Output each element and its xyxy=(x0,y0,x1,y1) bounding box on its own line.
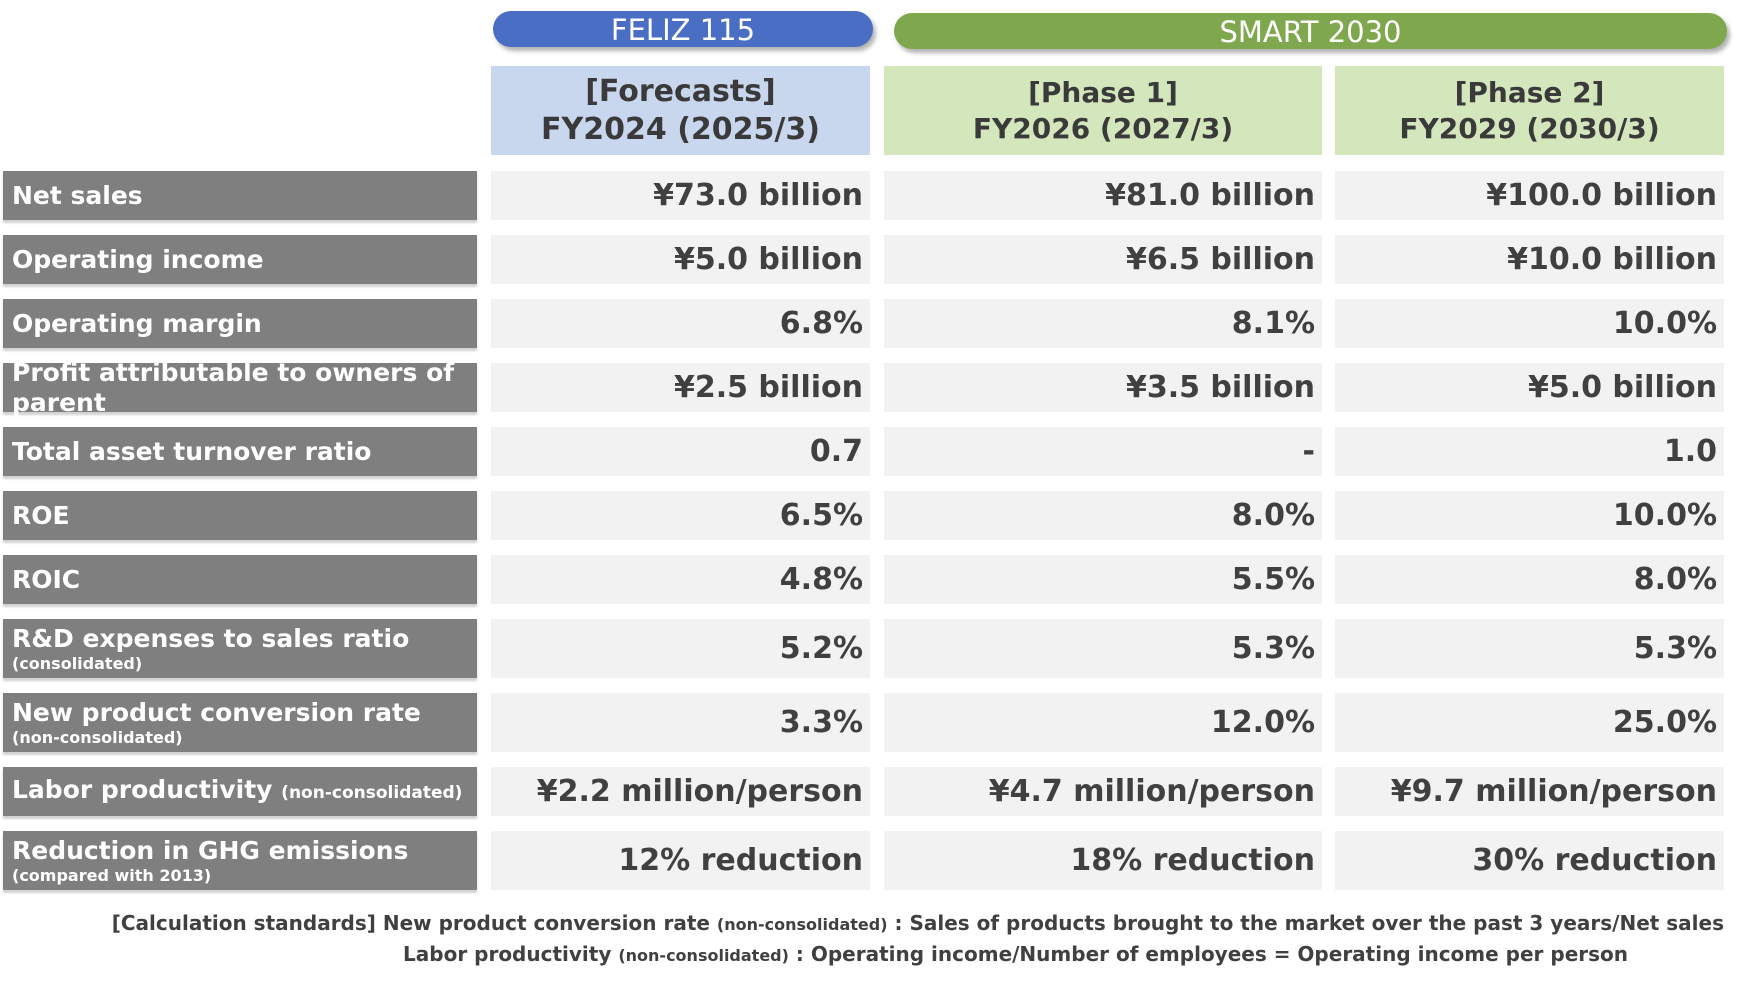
cell-roe-phase1: 8.0% xyxy=(884,491,1322,540)
cell-rd-forecast: 5.2% xyxy=(491,619,870,678)
column-header-phase1-line1: [Phase 1] xyxy=(1028,75,1178,109)
cell-profit-phase1: ¥3.5 billion xyxy=(884,363,1322,412)
cell-new-product-forecast: 3.3% xyxy=(491,693,870,752)
row-label-text: Labor productivity (non-consolidated) xyxy=(12,775,477,808)
row-label-roe: ROE xyxy=(3,491,477,540)
cell-roe-forecast: 6.5% xyxy=(491,491,870,540)
row-label-text: Operating income xyxy=(12,244,264,274)
row-label-rd-expenses: R&D expenses to sales ratio (consolidate… xyxy=(3,619,477,678)
row-label-total-asset-turnover: Total asset turnover ratio xyxy=(3,427,477,476)
cell-roic-forecast: 4.8% xyxy=(491,555,870,604)
cell-ghg-forecast: 12% reduction xyxy=(491,831,870,890)
column-header-phase1: [Phase 1] FY2026 (2027/3) xyxy=(884,66,1322,155)
row-label-new-product-conversion: New product conversion rate (non-consoli… xyxy=(3,693,477,752)
feliz-115-banner: FELIZ 115 xyxy=(493,11,873,47)
note2-small: (non-consolidated) xyxy=(618,946,789,965)
row-label-text: R&D expenses to sales ratio xyxy=(12,623,410,653)
row-label-labor-productivity: Labor productivity (non-consolidated) xyxy=(3,767,477,816)
feliz-115-banner-label: FELIZ 115 xyxy=(610,13,756,47)
cell-operating-margin-phase2: 10.0% xyxy=(1335,299,1724,348)
cell-new-product-phase1: 12.0% xyxy=(884,693,1322,752)
row-label-ghg-reduction: Reduction in GHG emissions (compared wit… xyxy=(3,831,477,890)
cell-asset-turnover-phase1: - xyxy=(884,427,1322,476)
note2-text-a: Labor productivity xyxy=(403,942,619,966)
cell-net-sales-phase1: ¥81.0 billion xyxy=(884,171,1322,220)
row-label-operating-margin: Operating margin xyxy=(3,299,477,348)
cell-operating-income-phase1: ¥6.5 billion xyxy=(884,235,1322,284)
cell-labor-phase1: ¥4.7 million/person xyxy=(884,767,1322,816)
calculation-standards-note-1: [Calculation standards] New product conv… xyxy=(112,911,1724,935)
row-label-operating-income: Operating income xyxy=(3,235,477,284)
row-label-inline-note: (non-consolidated) xyxy=(281,783,463,803)
cell-labor-phase2: ¥9.7 million/person xyxy=(1335,767,1724,816)
cell-rd-phase1: 5.3% xyxy=(884,619,1322,678)
column-header-phase2-line1: [Phase 2] xyxy=(1454,75,1605,109)
note1-text-a: [Calculation standards] New product conv… xyxy=(111,911,717,935)
cell-ghg-phase1: 18% reduction xyxy=(884,831,1322,890)
row-label-text: ROIC xyxy=(12,564,81,594)
cell-asset-turnover-phase2: 1.0 xyxy=(1335,427,1724,476)
note1-text-b: : Sales of products brought to the marke… xyxy=(887,911,1724,935)
cell-new-product-phase2: 25.0% xyxy=(1335,693,1724,752)
note1-small: (non-consolidated) xyxy=(716,915,888,934)
cell-labor-forecast: ¥2.2 million/person xyxy=(491,767,870,816)
row-label-text: Total asset turnover ratio xyxy=(12,436,372,466)
cell-operating-income-forecast: ¥5.0 billion xyxy=(491,235,870,284)
row-label-roic: ROIC xyxy=(3,555,477,604)
column-header-phase1-line2: FY2026 (2027/3) xyxy=(972,111,1234,145)
cell-roe-phase2: 10.0% xyxy=(1335,491,1724,540)
cell-operating-margin-phase1: 8.1% xyxy=(884,299,1322,348)
column-header-phase2-line2: FY2029 (2030/3) xyxy=(1399,111,1660,145)
row-label-net-sales: Net sales xyxy=(3,171,477,220)
row-label-text: ROE xyxy=(12,500,70,530)
row-label-subtext: (non-consolidated) xyxy=(12,727,183,747)
cell-ghg-phase2: 30% reduction xyxy=(1335,831,1724,890)
column-header-forecasts-line2: FY2024 (2025/3) xyxy=(541,111,820,147)
row-label-profit-attributable: Profit attributable to owners of parent xyxy=(3,358,477,417)
row-label-text: Profit attributable to owners of parent xyxy=(12,357,455,417)
cell-roic-phase1: 5.5% xyxy=(884,555,1322,604)
cell-rd-phase2: 5.3% xyxy=(1335,619,1724,678)
cell-asset-turnover-forecast: 0.7 xyxy=(491,427,870,476)
cell-operating-income-phase2: ¥10.0 billion xyxy=(1335,235,1724,284)
smart-2030-banner-label: SMART 2030 xyxy=(1219,15,1402,49)
cell-net-sales-forecast: ¥73.0 billion xyxy=(491,171,870,220)
row-label-text: New product conversion rate xyxy=(12,697,421,727)
cell-profit-forecast: ¥2.5 billion xyxy=(491,363,870,412)
row-label-text: Net sales xyxy=(12,180,143,210)
column-header-forecasts: [Forecasts] FY2024 (2025/3) xyxy=(491,66,870,155)
row-label-subtext: (consolidated) xyxy=(12,653,143,673)
row-label-text: Reduction in GHG emissions xyxy=(12,835,409,865)
cell-operating-margin-forecast: 6.8% xyxy=(491,299,870,348)
row-label-subtext: (compared with 2013) xyxy=(12,865,212,885)
column-header-phase2: [Phase 2] FY2029 (2030/3) xyxy=(1335,66,1724,155)
row-label-text: Operating margin xyxy=(12,308,262,338)
cell-profit-phase2: ¥5.0 billion xyxy=(1335,363,1724,412)
column-header-forecasts-line1: [Forecasts] xyxy=(585,73,776,109)
cell-roic-phase2: 8.0% xyxy=(1335,555,1724,604)
note2-text-b: : Operating income/Number of employees =… xyxy=(788,942,1628,966)
smart-2030-banner: SMART 2030 xyxy=(894,13,1727,49)
cell-net-sales-phase2: ¥100.0 billion xyxy=(1335,171,1724,220)
row-label-main: Labor productivity xyxy=(12,775,273,804)
calculation-standards-note-2: Labor productivity (non-consolidated) : … xyxy=(403,942,1628,966)
